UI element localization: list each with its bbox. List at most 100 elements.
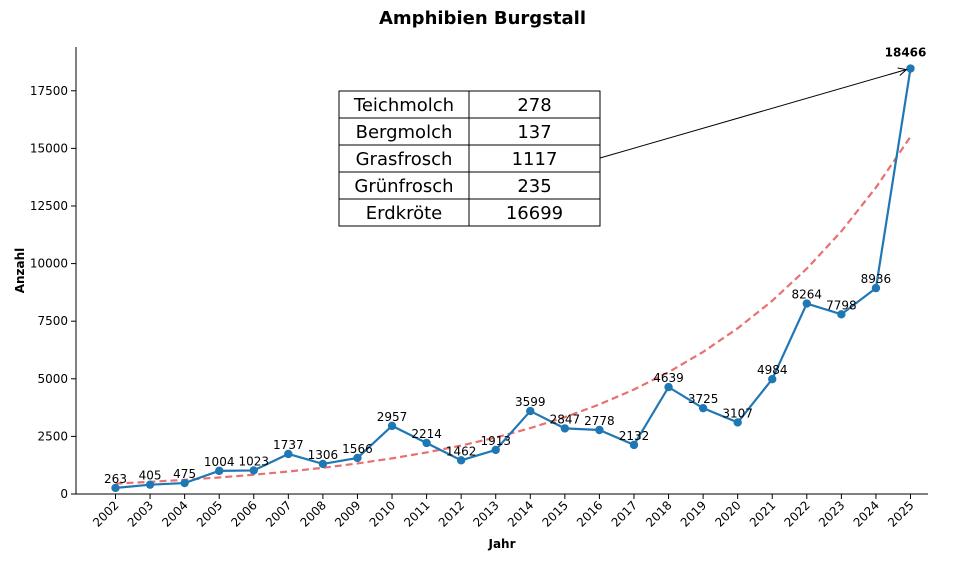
x-tick-label: 2003 <box>125 498 156 529</box>
data-point <box>491 445 500 455</box>
table-cell-name: Grasfrosch <box>356 149 453 170</box>
peak-label: 18466 <box>885 46 927 60</box>
x-tick-label: 2018 <box>643 498 674 529</box>
x-tick-label: 2002 <box>90 498 121 529</box>
data-label: 4984 <box>757 363 788 377</box>
x-tick-label: 2011 <box>401 498 432 529</box>
data-point <box>802 299 812 308</box>
table-cell-value-bg <box>468 117 601 146</box>
data-point <box>768 374 777 384</box>
series-line <box>115 68 912 490</box>
data-point <box>733 418 742 427</box>
table-cell-name: Grünfrosch <box>354 176 453 197</box>
annotation-arrow-line <box>599 69 907 159</box>
data-label: 263 <box>104 472 127 486</box>
data-point <box>456 456 466 465</box>
data-point <box>249 466 258 475</box>
y-tick-label: 15000 <box>30 141 68 155</box>
x-tick-label: 2020 <box>712 498 743 529</box>
x-tick-label: 2014 <box>505 498 536 529</box>
table-cell-value-bg <box>468 144 601 173</box>
data-label: 2132 <box>619 429 650 443</box>
data-point <box>698 403 708 413</box>
y-tick-label: 5000 <box>37 372 68 386</box>
x-tick-label: 2024 <box>851 498 882 529</box>
data-point <box>318 459 328 469</box>
data-label: 2847 <box>550 412 581 426</box>
table-cell-name: Erdkröte <box>366 203 442 224</box>
x-tick-label: 2008 <box>298 498 329 529</box>
y-tick-label: 2500 <box>37 429 68 443</box>
table-cell-value: 235 <box>517 176 551 197</box>
trend-line <box>115 136 912 485</box>
data-label: 8264 <box>792 288 823 302</box>
data-label: 1913 <box>480 434 511 448</box>
data-label: 8936 <box>861 272 892 286</box>
data-label: 405 <box>139 469 162 483</box>
data-point <box>560 424 570 433</box>
x-tick-label: 2005 <box>194 498 225 529</box>
y-axis-title: Anzahl <box>13 248 27 294</box>
x-tick-label: 2009 <box>332 498 363 529</box>
x-tick-label: 2025 <box>885 498 916 529</box>
chart-title: Amphibien Burgstall <box>379 8 586 29</box>
table-cell-name: Bergmolch <box>356 122 453 143</box>
annotation-arrow-head <box>897 67 908 76</box>
table-cell-value: 137 <box>517 122 551 143</box>
data-label: 1737 <box>273 438 304 452</box>
data-label: 4639 <box>653 371 684 385</box>
data-point <box>906 64 915 73</box>
data-point <box>353 453 362 463</box>
data-point <box>284 449 293 459</box>
series-layer <box>111 64 915 493</box>
data-label: 1023 <box>238 454 269 468</box>
y-tick-label: 12500 <box>30 199 68 213</box>
data-label: 2778 <box>584 414 615 428</box>
x-axis-title: Jahr <box>487 537 515 551</box>
data-label: 1462 <box>446 444 477 458</box>
x-tick-label: 2004 <box>159 498 190 529</box>
data-point <box>111 483 120 493</box>
y-tick-label: 10000 <box>30 257 68 271</box>
x-tick-label: 2010 <box>367 498 398 529</box>
data-point <box>387 421 397 431</box>
x-tick-label: 2015 <box>539 498 570 529</box>
data-point <box>837 310 846 319</box>
x-tick-label: 2013 <box>470 498 501 529</box>
summary-table: Teichmolch 278 Bergmolch 137 Grasfrosch 1117 G… <box>338 90 601 227</box>
table-cell-value-bg <box>468 198 601 227</box>
data-point <box>526 406 535 416</box>
data-label: 3725 <box>688 392 719 406</box>
data-point <box>664 382 673 392</box>
y-tick-label: 7500 <box>37 314 68 328</box>
x-tick-label: 2023 <box>816 498 847 529</box>
table-cell-value: 16699 <box>506 203 563 224</box>
data-point <box>214 466 224 476</box>
data-point <box>422 438 431 448</box>
table-cell-name: Teichmolch <box>353 95 454 116</box>
annotation-layer <box>599 67 908 159</box>
table-cell-name-bg <box>338 90 470 119</box>
x-tick-label: 2021 <box>747 498 778 529</box>
table-cell-value: 1117 <box>512 149 558 170</box>
x-tick-label: 2022 <box>781 498 812 529</box>
data-point <box>595 425 604 435</box>
data-label: 1004 <box>204 455 235 469</box>
data-label: 2957 <box>377 410 408 424</box>
table-cell-name-bg <box>338 198 470 227</box>
x-tick-label: 2019 <box>678 498 709 529</box>
x-tick-label: 2016 <box>574 498 605 529</box>
x-tick-label: 2012 <box>436 498 467 529</box>
data-label: 1566 <box>342 442 373 456</box>
x-tick-label: 2017 <box>609 498 640 529</box>
table-cell-name-bg <box>338 117 470 146</box>
x-tick-label: 2006 <box>228 498 259 529</box>
data-point <box>871 283 881 293</box>
y-tick-label: 17500 <box>30 84 68 98</box>
y-tick-label: 0 <box>60 487 68 501</box>
data-point <box>145 480 155 489</box>
x-tick-label: 2007 <box>263 498 294 529</box>
data-label: 2214 <box>411 427 442 441</box>
